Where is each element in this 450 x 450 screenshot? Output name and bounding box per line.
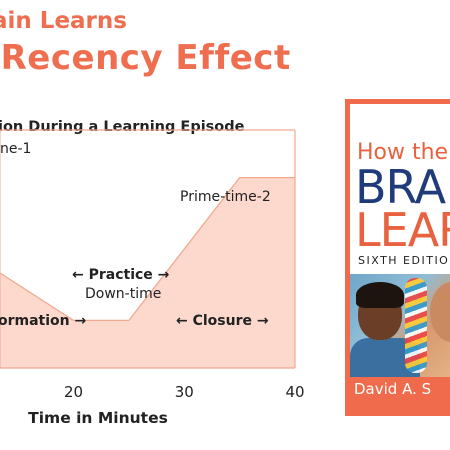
slide-heading-line2: -Recency Effect bbox=[0, 38, 291, 78]
label-closure: ← Closure → bbox=[176, 313, 269, 329]
label-prime-time-1: ne-1 bbox=[0, 141, 31, 157]
book-author: David A. S bbox=[354, 380, 432, 398]
child-figure-hair bbox=[356, 282, 404, 308]
book-cover: How the BRA LEAR SIXTH EDITIO David A. S bbox=[345, 99, 450, 416]
label-new-information: ormation → bbox=[0, 313, 87, 329]
chart-title: ion During a Learning Episode bbox=[0, 119, 245, 135]
second-child-figure bbox=[430, 282, 450, 342]
book-title-line3: LEAR bbox=[355, 203, 450, 257]
x-tick-label: 40 bbox=[285, 383, 304, 401]
x-tick-label: 20 bbox=[64, 383, 83, 401]
attention-curve bbox=[0, 176, 295, 322]
book-edition: SIXTH EDITIO bbox=[358, 254, 450, 267]
dna-model-icon bbox=[405, 278, 427, 373]
book-title-line2: BRA bbox=[355, 160, 446, 214]
x-tick-label: 30 bbox=[175, 383, 194, 401]
primacy-recency-chart: ion During a Learning Episode 0203040 ne… bbox=[0, 119, 305, 427]
label-prime-time-2: Prime-time-2 bbox=[180, 189, 271, 205]
slide-heading-line1: ain Learns bbox=[0, 8, 127, 34]
label-down-time: Down-time bbox=[85, 286, 161, 302]
x-axis-label: Time in Minutes bbox=[28, 409, 168, 427]
book-cover-photo bbox=[350, 274, 450, 377]
book-title-line1: How the bbox=[357, 140, 449, 165]
book-cover-panel: How the BRA LEAR SIXTH EDITIO bbox=[350, 104, 450, 377]
label-practice: ← Practice → bbox=[72, 267, 170, 283]
